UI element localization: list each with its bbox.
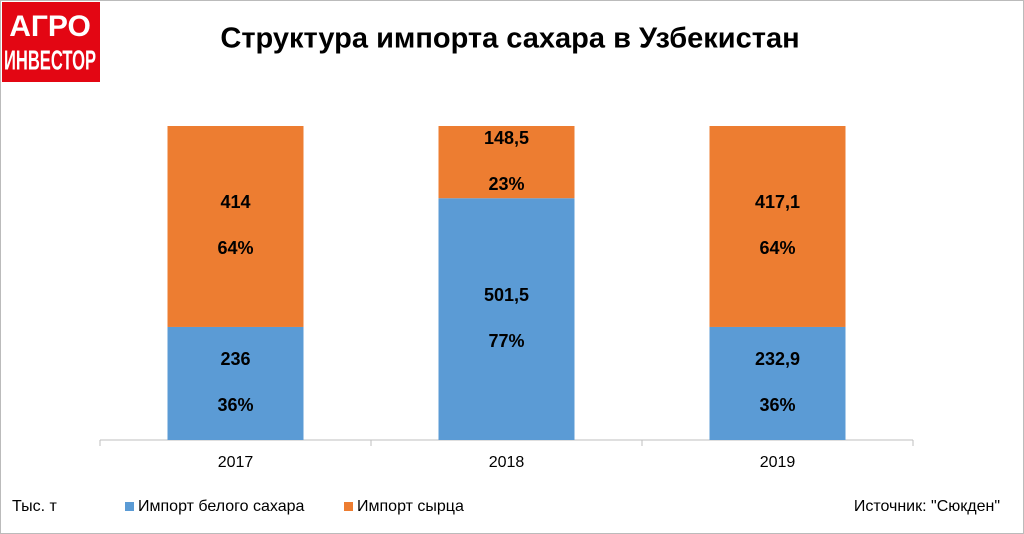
logo-box (2, 2, 100, 82)
logo-text: ИНВЕСТОР (4, 44, 96, 75)
bar-segment (438, 198, 575, 440)
bar-segment (167, 126, 304, 327)
value-label: 501,5 (484, 285, 529, 305)
logo-text: АГРО (9, 10, 91, 43)
percent-label: 23% (488, 174, 524, 194)
percent-label: 36% (217, 395, 253, 415)
legend-label: Импорт сырца (357, 498, 464, 515)
bar-segment (438, 126, 575, 199)
value-label: 148,5 (484, 128, 529, 148)
percent-label: 36% (759, 395, 795, 415)
unit-label: Тыс. т (12, 498, 57, 515)
source: Источник: "Сюкден" (854, 498, 1000, 515)
x-tick-label: 2017 (218, 454, 254, 471)
chart-title: Структура импорта сахара в Узбекистан (220, 23, 799, 55)
bar-segment (167, 326, 304, 440)
bar-segment (709, 126, 846, 327)
value-label: 232,9 (755, 349, 800, 369)
x-tick-label: 2018 (489, 454, 525, 471)
percent-label: 64% (217, 238, 253, 258)
legend-swatch (125, 502, 134, 511)
percent-label: 64% (759, 238, 795, 258)
x-tick-label: 2019 (760, 454, 796, 471)
value-label: 236 (220, 349, 250, 369)
value-label: 414 (220, 192, 250, 212)
legend-swatch (344, 502, 353, 511)
value-label: 417,1 (755, 192, 800, 212)
bar-segment (709, 326, 846, 440)
legend-label: Импорт белого сахара (138, 498, 304, 515)
percent-label: 77% (488, 331, 524, 351)
